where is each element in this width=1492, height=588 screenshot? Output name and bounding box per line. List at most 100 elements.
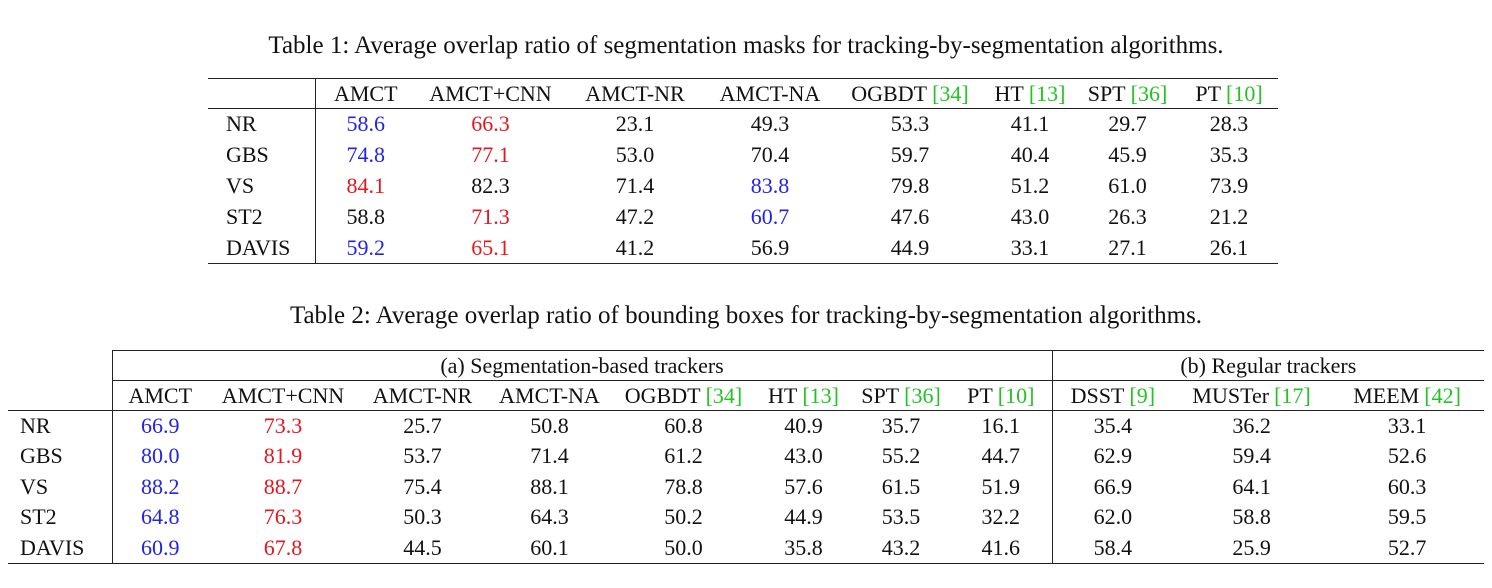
table-cell: 40.9: [784, 413, 823, 438]
table-cell: 71.4: [530, 443, 569, 469]
table-row: ST2 58.8 71.3 47.2 60.7 47.6 43.0 26.3 21.2: [208, 201, 1278, 233]
table-cell: 43.0: [1010, 204, 1050, 229]
table-cell: 33.1: [1387, 413, 1427, 438]
citation: [13]: [1028, 80, 1066, 106]
citation: [13]: [802, 382, 839, 408]
table-cell: 36.2: [1232, 413, 1271, 438]
table-cell: 29.7: [1108, 111, 1147, 137]
table-cell: 21.2: [1209, 204, 1249, 229]
table-cell: 59.4: [1232, 443, 1271, 469]
table-cell: 28.3: [1209, 111, 1249, 137]
table-cell: 47.6: [890, 204, 930, 229]
column-header: AMCT: [315, 78, 416, 109]
table-cell: 64.3: [530, 504, 569, 530]
column-name: AMCT+CNN: [221, 382, 345, 408]
row-label: GBS: [8, 441, 113, 472]
table-cell: 53.7: [403, 443, 442, 469]
group-header: (a) Segmentation-based trackers: [112, 350, 1053, 381]
table-cell: 26.1: [1209, 234, 1249, 260]
table-cell: 51.2: [1010, 173, 1050, 198]
corner-cell: [208, 78, 316, 109]
column-header: AMCT-NA: [487, 380, 612, 411]
table-cell: 33.1: [1010, 234, 1050, 260]
table-cell: 53.0: [615, 142, 655, 167]
column-name: SPT: [1087, 80, 1126, 106]
table-cell: 47.2: [615, 204, 655, 229]
table-cell: 71.4: [615, 173, 655, 198]
table-cell: 59.7: [890, 142, 930, 167]
table-cell: 61.0: [1108, 173, 1147, 198]
column-name: HT: [768, 382, 798, 408]
row-label: DAVIS: [208, 232, 316, 264]
table-cell: 61.5: [881, 473, 921, 499]
row-label: ST2: [8, 502, 113, 533]
column-name: HT: [994, 80, 1024, 106]
table-cell: 25.7: [403, 413, 442, 438]
citation: [42]: [1424, 382, 1461, 408]
table-cell: 41.1: [1010, 111, 1050, 137]
column-header: DSST [9]: [1052, 380, 1174, 411]
table-cell: 51.9: [950, 471, 1053, 502]
table-cell: 44.9: [890, 234, 930, 260]
table-cell: 55.2: [881, 443, 921, 469]
group-header: (b) Regular trackers: [1052, 350, 1485, 381]
table-cell: 53.5: [881, 504, 921, 530]
table-cell: 25.9: [1232, 534, 1271, 560]
table-cell: 35.3: [1209, 142, 1249, 167]
table-cell: 65.1: [471, 234, 510, 260]
table-cell: 52.7: [1387, 534, 1427, 560]
table-cell: 56.9: [750, 234, 790, 260]
table-cell: 88.2: [141, 473, 180, 499]
table-cell: 57.6: [784, 473, 823, 499]
table-cell: 60.7: [750, 204, 790, 229]
table-cell: 78.8: [664, 473, 703, 499]
row-label: GBS: [208, 139, 316, 171]
column-name: PT: [1195, 80, 1222, 106]
column-header: HT [13]: [985, 78, 1075, 109]
column-name: AMCT: [128, 382, 193, 408]
table-cell: 79.8: [890, 173, 930, 198]
citation: [34]: [932, 80, 969, 106]
table-row: GBS 74.8 77.1 53.0 70.4 59.7 40.4 45.9 35.3: [208, 139, 1278, 171]
table-cell: 53.3: [890, 111, 930, 137]
table-cell: 73.3: [263, 413, 303, 438]
corner-cell: [8, 350, 113, 381]
table-cell: 61.2: [664, 443, 703, 469]
citation: [9]: [1129, 382, 1156, 408]
table-cell: 58.8: [346, 204, 386, 229]
table-row: ST2 64.8 76.3 50.3 64.3 50.2 44.9 53.5 32.2 62.0 5…: [8, 502, 1484, 533]
table-cell: 75.4: [403, 473, 442, 499]
table-cell: 66.3: [471, 111, 510, 137]
table-caption: Table 2: Average overlap ratio of boundi…: [289, 302, 1203, 329]
column-name: SPT: [861, 382, 900, 408]
table-cell: 67.8: [263, 534, 303, 560]
citation: [36]: [1130, 80, 1168, 106]
table-cell: 26.3: [1108, 204, 1147, 229]
table-cell: 50.3: [403, 504, 442, 530]
table-cell: 58.4: [1093, 534, 1133, 560]
table: (a) Segmentation-based trackers (b) Regul…: [8, 350, 1485, 564]
column-header: AMCT: [112, 380, 208, 411]
table-cell: 58.8: [1232, 504, 1271, 530]
column-name: DSST: [1070, 382, 1125, 408]
column-header: SPT [36]: [1075, 78, 1180, 109]
column-header: HT [13]: [755, 380, 852, 411]
table-cell: 59.5: [1387, 504, 1427, 530]
table-cell: 77.1: [471, 142, 510, 167]
column-name: AMCT: [333, 80, 398, 106]
table-caption: Table 1: Average overlap ratio of segmen…: [268, 32, 1224, 59]
table-cell: 23.1: [615, 111, 655, 137]
table-cell: 84.1: [346, 173, 386, 198]
table-row: VS 88.2 88.7 75.4 88.1 78.8 57.6 61.5 51.9 66.9 64…: [8, 471, 1484, 502]
table-cell: 82.3: [471, 173, 510, 198]
table-cell: 58.6: [346, 111, 386, 137]
column-header: PT [10]: [1180, 78, 1278, 109]
table-row: GBS 80.0 81.9 53.7 71.4 61.2 43.0 55.2 44.7 62.9 5…: [8, 441, 1484, 472]
column-header: AMCT+CNN: [208, 380, 358, 411]
row-label: VS: [8, 471, 113, 502]
column-header: OGBDT [34]: [835, 78, 985, 109]
column-header: AMCT-NA: [705, 78, 835, 109]
table-cell: 35.8: [784, 534, 823, 560]
table-cell: 52.6: [1387, 443, 1427, 469]
